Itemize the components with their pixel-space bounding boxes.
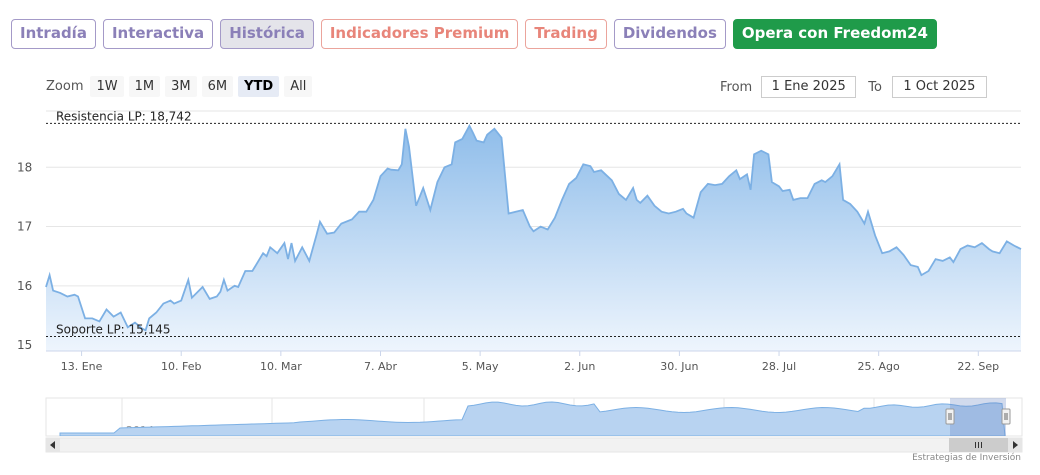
chart-credit: Estrategias de Inversión bbox=[912, 453, 1021, 463]
tab-4[interactable]: Trading bbox=[525, 19, 607, 49]
tab-2[interactable]: Histórica bbox=[220, 19, 314, 49]
x-tick-label-4: 5. May bbox=[462, 360, 499, 373]
date-range-selector: From 1 Ene 2025 To 1 Oct 2025 bbox=[720, 76, 987, 98]
navigator-selection bbox=[950, 398, 1006, 436]
tab-0[interactable]: Intradía bbox=[11, 19, 96, 49]
zoom-button-all[interactable]: All bbox=[284, 76, 313, 97]
price-line bbox=[45, 123, 1022, 332]
scroll-left-arrow-icon bbox=[50, 441, 55, 449]
tab-5[interactable]: Dividendos bbox=[613, 19, 726, 49]
from-date-input[interactable]: 1 Ene 2025 bbox=[761, 76, 857, 98]
x-tick-label-0: 13. Ene bbox=[61, 360, 103, 373]
annotation-label-0: Resistencia LP: 18,742 bbox=[56, 109, 192, 123]
from-label: From bbox=[720, 79, 753, 95]
y-tick-label-15: 15 bbox=[17, 338, 32, 352]
chart-tabs: Intradía Interactiva Histórica Indicadores … bbox=[11, 19, 937, 49]
tab-1[interactable]: Interactiva bbox=[102, 19, 214, 49]
annotation-label-1: Soporte LP: 15,145 bbox=[56, 322, 171, 336]
zoom-button-1m[interactable]: 1M bbox=[128, 76, 161, 97]
zoom-button-1w[interactable]: 1W bbox=[90, 76, 124, 97]
y-tick-label-17: 17 bbox=[17, 220, 32, 234]
x-tick-label-3: 7. Abr bbox=[364, 360, 397, 373]
x-tick-label-1: 10. Feb bbox=[161, 360, 201, 373]
zoom-label: Zoom bbox=[46, 79, 84, 94]
x-tick-label-9: 22. Sep bbox=[957, 360, 999, 373]
x-tick-label-5: 2. Jun bbox=[564, 360, 595, 373]
to-date-input[interactable]: 1 Oct 2025 bbox=[891, 76, 987, 98]
x-tick-label-6: 30. Jun bbox=[660, 360, 698, 373]
x-tick-label-2: 10. Mar bbox=[260, 360, 302, 373]
tab-6[interactable]: Opera con Freedom24 bbox=[732, 19, 937, 49]
navigator-handle-0[interactable] bbox=[945, 408, 955, 425]
navigator-handle-1[interactable] bbox=[1001, 408, 1011, 425]
scroll-right-arrow-icon bbox=[1013, 441, 1018, 449]
y-tick-label-18: 18 bbox=[17, 160, 32, 174]
zoom-selector: Zoom 1W 1M 3M 6M YTD All bbox=[46, 76, 313, 97]
zoom-button-ytd[interactable]: YTD bbox=[238, 76, 280, 97]
y-tick-label-16: 16 bbox=[17, 279, 32, 293]
navigator-series bbox=[59, 401, 1006, 436]
price-area bbox=[46, 125, 1021, 351]
zoom-button-6m[interactable]: 6M bbox=[201, 76, 234, 97]
tab-3[interactable]: Indicadores Premium bbox=[320, 19, 519, 49]
scrollbar-track[interactable] bbox=[45, 437, 1023, 453]
x-tick-label-7: 28. Jul bbox=[762, 360, 796, 373]
zoom-button-3m[interactable]: 3M bbox=[165, 76, 197, 97]
x-tick-label-8: 25. Ago bbox=[858, 360, 900, 373]
to-label: To bbox=[868, 79, 882, 95]
